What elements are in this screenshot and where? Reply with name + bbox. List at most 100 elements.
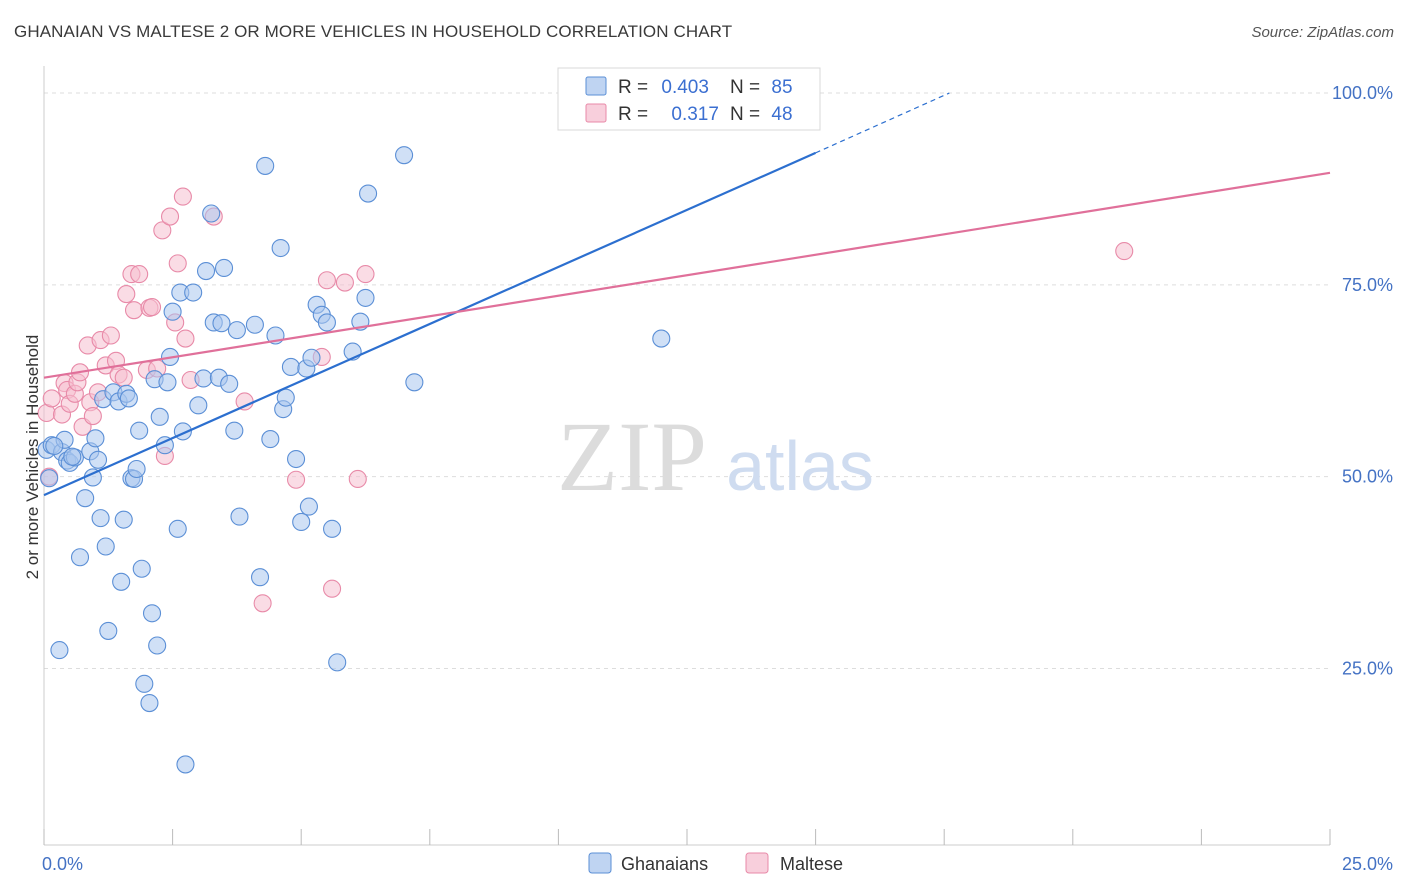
maltese-point xyxy=(168,254,187,273)
ghanaian-point xyxy=(135,674,154,693)
ghanaian-point xyxy=(127,459,146,479)
svg-text:N = 85: N = 85 xyxy=(730,77,793,98)
ghanaian-point xyxy=(140,693,159,713)
ghanaian-point xyxy=(299,497,318,516)
zipatlas-watermark: ZIP atlas xyxy=(557,401,874,512)
ghanaian-point xyxy=(287,449,306,469)
ghanaian-point xyxy=(256,156,275,175)
ghanaian-point xyxy=(176,755,195,774)
maltese-point xyxy=(356,265,375,284)
maltese-point xyxy=(83,407,102,426)
ghanaian-point xyxy=(230,507,249,526)
ghanaian-point xyxy=(40,469,59,488)
legend-r-label-1: R = xyxy=(618,77,653,98)
legend-n-label-2: N = xyxy=(730,104,765,125)
maltese-point xyxy=(153,221,172,240)
maltese-point xyxy=(287,470,306,489)
ghanaian-point xyxy=(281,357,300,377)
bottom-swatch-ghanaians xyxy=(588,852,612,874)
ghanaian-point xyxy=(99,621,118,640)
ghanaian-point xyxy=(132,559,151,578)
legend-n-value-2: 48 xyxy=(771,104,792,125)
maltese-point xyxy=(1115,242,1134,261)
ghanaian-point xyxy=(261,430,280,449)
ghanaian-point xyxy=(130,421,149,440)
ghanaian-point xyxy=(50,641,69,660)
y-tick-label-100: 100.0% xyxy=(1332,83,1393,103)
bottom-label-ghanaians: Ghanaians xyxy=(621,854,708,874)
ghanaian-point xyxy=(45,436,64,456)
ghanaian-point xyxy=(245,315,264,334)
maltese-point xyxy=(176,329,195,348)
legend-r-label-2: R = xyxy=(618,104,653,125)
ghanaian-point xyxy=(212,314,231,333)
maltese-point xyxy=(173,187,192,206)
maltese-point xyxy=(101,326,120,345)
x-tick-label-0: 0.0% xyxy=(42,854,83,874)
bottom-swatch-maltese xyxy=(745,852,769,874)
legend-swatch-ghanaians xyxy=(585,76,607,96)
ghanaian-point xyxy=(91,509,110,528)
ghanaian-point xyxy=(194,369,213,388)
ghanaian-point xyxy=(302,348,321,367)
correlation-legend: R = 0.403 N = 85 R = 0.317 N = 48 xyxy=(557,67,821,131)
maltese-point xyxy=(160,207,180,226)
ghanaian-point xyxy=(158,373,177,392)
y-tick-label-50: 50.0% xyxy=(1342,467,1393,487)
maltese-point xyxy=(253,594,272,613)
legend-n-value-1: 85 xyxy=(771,77,792,98)
ghanaian-points xyxy=(37,146,671,774)
ghanaian-point xyxy=(276,388,295,407)
y-axis-label: 2 or more Vehicles in Household xyxy=(23,335,42,580)
ghanaian-point xyxy=(292,512,311,532)
y-tick-label-25: 25.0% xyxy=(1342,659,1393,679)
watermark-atlas: atlas xyxy=(726,427,874,505)
maltese-point xyxy=(124,301,144,320)
ghanaian-point xyxy=(405,373,424,392)
ghanaian-point xyxy=(86,429,105,448)
maltese-point xyxy=(130,265,149,284)
ghanaian-point xyxy=(88,450,108,469)
ghanaian-trend-extension xyxy=(815,92,950,154)
legend-n-label-1: N = xyxy=(730,77,765,98)
maltese-point xyxy=(323,579,342,598)
trend-lines xyxy=(43,92,1331,497)
ghanaian-point xyxy=(63,447,82,466)
ghanaian-point xyxy=(395,146,414,165)
maltese-point xyxy=(235,392,254,411)
tick-labels: 25.0% 50.0% 75.0% 100.0% 0.0% 25.0% xyxy=(42,83,1393,874)
ghanaian-point xyxy=(317,313,336,332)
ghanaian-point xyxy=(196,261,216,281)
maltese-point xyxy=(317,271,336,290)
ghanaian-point xyxy=(184,283,203,302)
ghanaian-point xyxy=(225,421,244,440)
ghanaian-point xyxy=(163,302,182,321)
ghanaian-point xyxy=(114,510,133,529)
svg-text:R = 0.317: R = 0.317 xyxy=(618,104,719,125)
legend-r-value-1: 0.403 xyxy=(661,77,709,98)
watermark-zip: ZIP xyxy=(557,401,707,512)
svg-text:R = 0.403: R = 0.403 xyxy=(618,77,709,98)
ghanaian-point xyxy=(220,374,239,393)
ghanaian-trend-line xyxy=(43,151,817,497)
ghanaian-point xyxy=(189,396,208,415)
chart-title: GHANAIAN VS MALTESE 2 OR MORE VEHICLES I… xyxy=(14,22,733,41)
ghanaian-point xyxy=(142,604,162,623)
svg-text:N = 48: N = 48 xyxy=(730,104,793,125)
ghanaian-point xyxy=(652,329,671,348)
maltese-trend-line xyxy=(43,171,1331,379)
ghanaian-point xyxy=(202,204,221,223)
ghanaian-point xyxy=(150,407,169,426)
ghanaian-point xyxy=(70,548,90,567)
ghanaian-point xyxy=(356,288,375,307)
ghanaian-point xyxy=(250,568,270,587)
legend-swatch-maltese xyxy=(585,103,607,123)
maltese-point xyxy=(114,368,133,387)
ghanaian-point xyxy=(227,321,246,340)
source-credit: Source: ZipAtlas.com xyxy=(1251,24,1394,41)
maltese-point xyxy=(42,389,61,408)
ghanaian-point xyxy=(148,636,167,655)
maltese-point xyxy=(117,285,136,304)
bottom-label-maltese: Maltese xyxy=(780,854,843,874)
